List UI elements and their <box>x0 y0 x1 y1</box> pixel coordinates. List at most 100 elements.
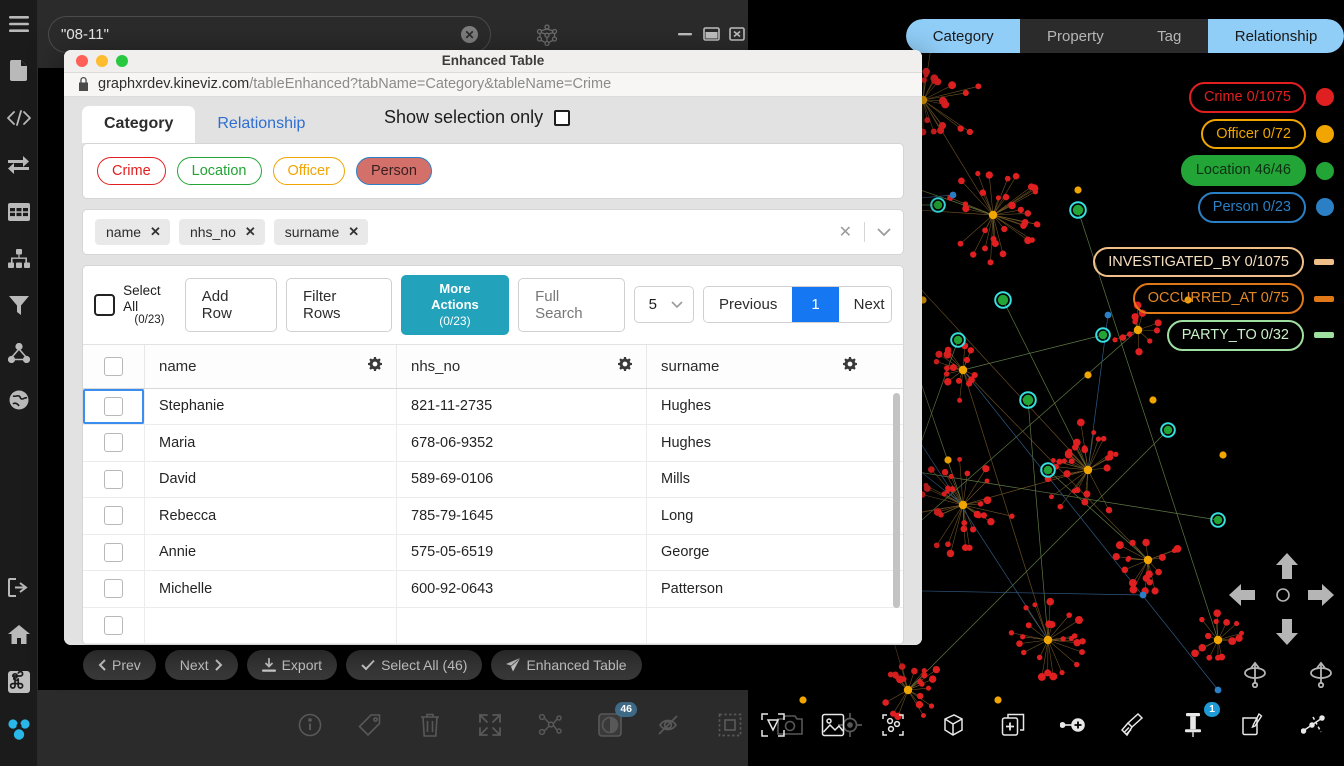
enhanced-table-modal[interactable]: Enhanced Table graphxrdev.kineviz.com/ta… <box>64 50 922 645</box>
bottom-icon-toolbar-right[interactable]: 1 <box>758 702 1328 740</box>
column-chip-surname-remove[interactable]: ✕ <box>348 224 360 239</box>
legend-item-occurred-at[interactable]: OCCURRED_AT 0/75 <box>1132 283 1334 315</box>
export-button[interactable]: Export <box>246 650 338 680</box>
window-minimize-button[interactable] <box>672 24 698 44</box>
modal-tab-relationship[interactable]: Relationship <box>217 115 306 132</box>
column-chip-nhs-no[interactable]: nhs_no ✕ <box>178 219 265 245</box>
menu-icon[interactable] <box>0 0 38 47</box>
legend-item-person[interactable]: Person 0/23 <box>1197 192 1334 223</box>
full-search-button[interactable]: Full Search <box>518 277 625 332</box>
tab-tag[interactable]: Tag <box>1157 27 1182 45</box>
table-row[interactable]: Michelle 600-92-0643 Patterson <box>83 571 903 608</box>
legend-item-crime[interactable]: Crime 0/1075 <box>1188 82 1334 113</box>
legend-chip-location[interactable]: Location 46/46 <box>1180 155 1306 187</box>
kineviz-logo-icon[interactable] <box>0 705 38 752</box>
prev-button[interactable]: Prev <box>83 650 156 680</box>
table-row[interactable] <box>83 607 903 644</box>
tag-icon[interactable] <box>355 710 385 740</box>
row-select-cell[interactable] <box>83 388 145 424</box>
category-chip-location[interactable]: Location <box>176 157 262 185</box>
filter-icon[interactable] <box>0 282 38 329</box>
category-chip-person[interactable]: Person <box>355 157 432 185</box>
row-select-cell[interactable] <box>83 607 145 643</box>
home-icon[interactable] <box>0 611 38 658</box>
graph-view-tabs[interactable]: Category Property Tag Relationship <box>906 19 1344 53</box>
next-page-button[interactable]: Next <box>838 287 891 323</box>
arrow-right-icon[interactable] <box>1308 583 1334 612</box>
legend-chip-crime[interactable]: Crime 0/1075 <box>1188 82 1306 113</box>
hide-icon[interactable] <box>655 710 685 740</box>
more-actions-button[interactable]: More Actions (0/23) <box>400 275 510 335</box>
legend-chip-investigated-by[interactable]: INVESTIGATED_BY 0/1075 <box>1093 246 1304 278</box>
legend-chip-party-to[interactable]: PARTY_TO 0/32 <box>1166 320 1304 351</box>
add-row-button[interactable]: Add Row <box>184 277 278 332</box>
table-row[interactable]: Stephanie 821-11-2735 Hughes <box>83 388 903 425</box>
header-nhs-no[interactable]: nhs_no <box>397 344 647 388</box>
header-surname-gear-icon[interactable] <box>843 357 857 375</box>
tab-property[interactable]: Property <box>1047 27 1104 45</box>
chevron-down-icon[interactable] <box>877 227 891 237</box>
row-select-cell[interactable] <box>83 534 145 570</box>
data-table-card[interactable]: Select All (0/23) Add Row Filter Rows Mo… <box>82 265 904 645</box>
contrast-icon[interactable]: 46 <box>595 702 637 740</box>
column-chip-name[interactable]: name ✕ <box>95 219 170 245</box>
network-icon[interactable] <box>0 329 38 376</box>
window-maximize-button[interactable] <box>698 24 724 44</box>
globe-icon[interactable] <box>0 376 38 423</box>
hierarchy-icon[interactable] <box>0 235 38 282</box>
header-surname[interactable]: surname <box>647 345 903 388</box>
legend-chip-occurred-at[interactable]: OCCURRED_AT 0/75 <box>1132 283 1304 315</box>
legend-item-officer[interactable]: Officer 0/72 <box>1201 118 1334 150</box>
header-nhs-no-gear-icon[interactable] <box>618 357 632 375</box>
column-chips-panel[interactable]: name ✕ nhs_no ✕ surname ✕ ✕ <box>82 209 904 255</box>
graph-expand-icon[interactable] <box>535 710 565 740</box>
table-icon[interactable] <box>0 188 38 235</box>
window-traffic-lights[interactable] <box>76 54 128 67</box>
legend-chip-person[interactable]: Person 0/23 <box>1197 192 1306 223</box>
table-body[interactable]: Stephanie 821-11-2735 Hughes Maria 678-06-93… <box>83 388 903 644</box>
current-page-button[interactable]: 1 <box>792 287 839 323</box>
pin-icon[interactable]: 1 <box>1178 702 1220 740</box>
minimize-traffic-light[interactable] <box>96 54 108 67</box>
row-checkbox[interactable] <box>104 469 123 489</box>
category-chip-officer[interactable]: Officer <box>272 157 345 185</box>
legend-item-investigated-by[interactable]: INVESTIGATED_BY 0/1075 <box>1093 246 1334 278</box>
zoom-traffic-light[interactable] <box>116 54 128 67</box>
header-name-gear-icon[interactable] <box>368 357 382 375</box>
category-chip-crime[interactable]: Crime <box>97 157 166 185</box>
expand-icon[interactable] <box>475 710 505 740</box>
column-chip-name-remove[interactable]: ✕ <box>150 224 161 239</box>
table-toolbar[interactable]: Select All (0/23) Add Row Filter Rows Mo… <box>83 266 903 344</box>
header-select-cell[interactable] <box>83 344 145 388</box>
crosshair-icon[interactable] <box>835 710 865 740</box>
page-size-chevron-down-icon[interactable] <box>671 301 683 309</box>
row-checkbox[interactable] <box>104 396 123 416</box>
row-select-cell[interactable] <box>83 425 145 461</box>
select-all-button[interactable]: Select All (46) <box>346 650 483 680</box>
arrow-left-icon[interactable] <box>1229 583 1255 612</box>
lasso-select-icon[interactable] <box>758 710 788 740</box>
command-icon[interactable] <box>0 658 38 705</box>
search-input[interactable]: "08-11" ✕ <box>48 16 491 53</box>
enhanced-table-button[interactable]: Enhanced Table <box>491 650 642 680</box>
close-traffic-light[interactable] <box>76 54 88 67</box>
bottom-icon-toolbar-left[interactable]: 46 <box>295 702 865 740</box>
annotate-icon[interactable] <box>1238 710 1268 740</box>
modal-tabs[interactable]: Category Relationship Show selection onl… <box>64 97 922 143</box>
transfer-icon[interactable] <box>0 141 38 188</box>
category-chips-panel[interactable]: Crime Location Officer Person <box>82 143 904 199</box>
recenter-icon[interactable] <box>1275 587 1291 608</box>
select-all-control[interactable]: Select All (0/23) <box>94 283 176 326</box>
rotate-left-icon[interactable] <box>1240 660 1270 693</box>
logout-icon[interactable] <box>0 564 38 611</box>
left-sidebar[interactable] <box>0 0 38 766</box>
tab-category[interactable]: Category <box>906 19 1021 53</box>
navigation-pad[interactable] <box>1229 553 1334 645</box>
bottom-pill-toolbar[interactable]: Prev Next Export Select All (46) Enhance… <box>83 650 642 680</box>
tab-relationship[interactable]: Relationship <box>1208 19 1344 53</box>
columns-clear-button[interactable]: ✕ <box>838 224 852 241</box>
filter-rows-button[interactable]: Filter Rows <box>286 277 392 332</box>
page-size-select[interactable]: 5 <box>633 286 694 324</box>
cluster-icon[interactable] <box>878 710 908 740</box>
modal-tab-category[interactable]: Category <box>82 106 196 143</box>
